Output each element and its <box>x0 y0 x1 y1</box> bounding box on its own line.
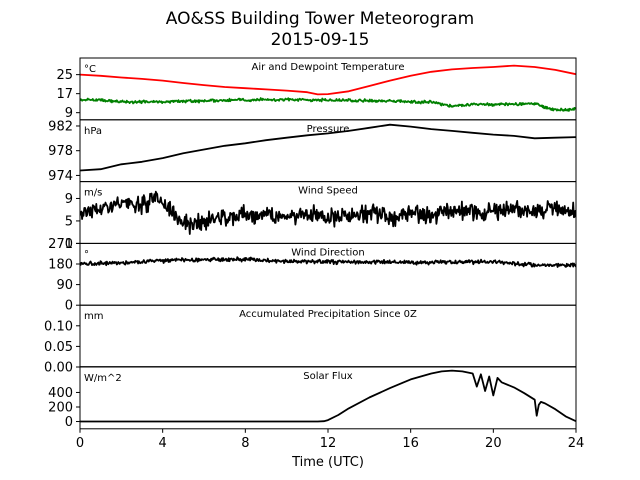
y-tick-label: 25 <box>56 68 73 83</box>
panel-4: 0.00 0.05 0.10 mm Accumulated Precipitation … <box>44 304 577 376</box>
y-tick-label: 0 <box>65 299 73 314</box>
x-tick-label: 0 <box>76 436 84 451</box>
y-tick-label: 180 <box>48 258 73 273</box>
y-tick-label: 90 <box>56 278 73 293</box>
panel-unit-label: ° <box>84 249 89 260</box>
y-tick-label: 5 <box>65 214 73 229</box>
y-tick-label: 974 <box>48 169 73 184</box>
panel-2: 1 5 9 m/s Wind Speed <box>65 181 577 252</box>
panel-unit-label: W/m^2 <box>84 373 122 384</box>
panel-0: 9 17 25 °C Air and Dewpoint Temperature <box>56 57 577 121</box>
x-tick-label: 20 <box>485 436 502 451</box>
y-tick-label: 982 <box>48 119 73 134</box>
panel-unit-label: hPa <box>84 126 102 137</box>
panel-title: Pressure <box>307 124 350 135</box>
panel-unit-label: m/s <box>84 188 102 199</box>
figure-date: 2015-09-15 <box>271 30 370 50</box>
figure-title: AO&SS Building Tower Meteorogram <box>166 9 474 29</box>
panel-3: 0 90 180 270 ° Wind Direction <box>48 237 577 314</box>
y-tick-label: 9 <box>65 192 73 207</box>
y-tick-label: 1 <box>65 237 73 252</box>
x-tick-label: 12 <box>320 436 337 451</box>
x-axis: 0 4 8 12 16 20 24 <box>76 428 585 451</box>
x-axis-label: Time (UTC) <box>291 455 364 470</box>
y-tick-label: 0.10 <box>44 319 73 334</box>
y-tick-label: 0 <box>65 415 73 430</box>
series-line-0-1 <box>80 97 576 112</box>
y-tick-label: 978 <box>48 144 73 159</box>
panel-unit-label: °C <box>84 64 96 75</box>
y-tick-label: 400 <box>48 386 73 401</box>
series-line-0-0 <box>80 64 576 96</box>
x-tick-label: 4 <box>159 436 167 451</box>
panel-unit-label: mm <box>84 311 103 322</box>
y-tick-label: 0.00 <box>44 361 73 376</box>
panel-title: Wind Direction <box>291 247 365 258</box>
x-tick-label: 24 <box>568 436 585 451</box>
panel-1: 974 978 982 hPa Pressure <box>48 119 577 184</box>
panel-title: Air and Dewpoint Temperature <box>252 62 405 73</box>
series-line-3-0 <box>80 256 576 268</box>
series-line-5-0 <box>80 369 576 423</box>
panel-title: Solar Flux <box>303 371 353 382</box>
series-line-2-0 <box>80 190 576 235</box>
y-tick-label: 0.05 <box>44 340 73 355</box>
x-tick-label: 16 <box>402 436 419 451</box>
series-line-1-0 <box>80 123 576 172</box>
y-tick-label: 200 <box>48 400 73 415</box>
y-tick-label: 270 <box>48 237 73 252</box>
y-tick-label: 17 <box>56 87 73 102</box>
x-tick-label: 8 <box>241 436 249 451</box>
y-tick-label: 9 <box>65 106 73 121</box>
panel-title: Wind Speed <box>298 186 358 197</box>
panel-title: Accumulated Precipitation Since 0Z <box>239 309 417 320</box>
